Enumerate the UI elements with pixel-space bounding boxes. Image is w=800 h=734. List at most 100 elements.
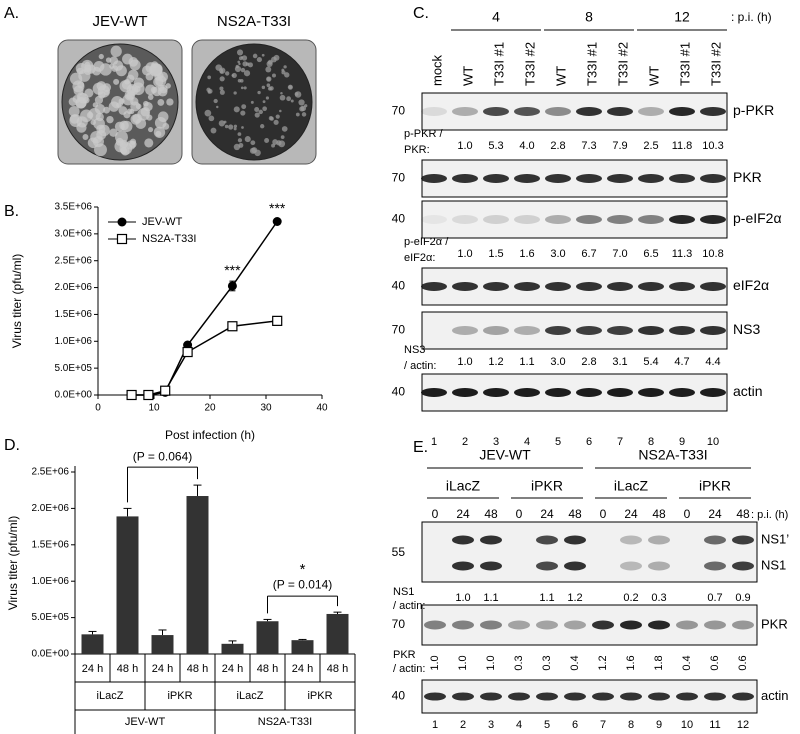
x-tick-label: 10	[148, 403, 160, 414]
band	[669, 326, 695, 335]
ratio-value: 7.9	[612, 140, 627, 152]
plaque	[166, 98, 174, 106]
x-tick-label: 24 h	[292, 663, 313, 675]
ratio-value: 1.1	[539, 592, 554, 604]
plaque	[266, 83, 271, 88]
y-tick-label: 0.0E+00	[31, 649, 69, 660]
plaque	[256, 57, 262, 63]
time-label: 24	[624, 507, 638, 521]
band	[480, 620, 502, 630]
band	[576, 107, 602, 116]
y-tick-label: 3.0E+06	[54, 228, 92, 239]
lane-number: 11	[709, 719, 720, 731]
ratio-value: 4.4	[705, 356, 720, 368]
plaque	[298, 99, 305, 106]
plaque	[103, 106, 110, 114]
band	[545, 282, 571, 291]
plaque	[207, 75, 212, 80]
group-label: NS2A-T33I	[638, 447, 707, 463]
band	[669, 215, 695, 224]
plaque	[68, 105, 80, 117]
x-tick-label: 30	[260, 403, 272, 414]
plaque	[236, 49, 244, 56]
ratio-label: p-eIF2α /	[404, 236, 449, 248]
ratio-value: 6.5	[643, 248, 658, 260]
ratio-value: 1.0	[457, 356, 472, 368]
band	[452, 215, 478, 224]
blot	[421, 604, 758, 646]
plaque	[279, 94, 286, 101]
plaque	[279, 109, 282, 113]
band	[576, 326, 602, 335]
x-tick-label: 48 h	[257, 663, 278, 675]
plaque	[269, 116, 274, 121]
x-tick-label: 48 h	[117, 663, 138, 675]
lane-number: 8	[628, 719, 634, 731]
subgroup-label: iPKR	[167, 690, 192, 702]
band	[483, 215, 509, 224]
plaque	[233, 124, 238, 128]
band	[545, 388, 571, 397]
panel-label: A.	[4, 5, 19, 22]
band	[676, 692, 698, 701]
band	[564, 561, 586, 571]
blot	[421, 679, 758, 714]
band	[452, 692, 474, 701]
band	[669, 388, 695, 397]
ratio-value: 0.7	[707, 592, 722, 604]
band	[452, 388, 478, 397]
ratio-value: 0.9	[735, 592, 750, 604]
plaque	[224, 124, 229, 129]
mw-marker: 55	[392, 545, 406, 559]
marker	[160, 385, 171, 396]
ratio-label: NS3	[404, 344, 425, 356]
plaque	[118, 98, 125, 105]
plaque	[147, 127, 154, 133]
y-tick-label: 0.0E+00	[54, 390, 92, 401]
band	[607, 388, 633, 397]
band	[704, 535, 726, 545]
band	[452, 107, 478, 116]
plaque	[219, 86, 224, 91]
blot-label: PKR	[761, 616, 788, 631]
lane-number: 8	[648, 436, 654, 448]
mw-marker: 40	[392, 279, 406, 293]
plaque	[261, 85, 266, 90]
ratio-value: 0.4	[681, 655, 693, 670]
plaque	[87, 137, 99, 149]
mw-marker: 40	[392, 689, 406, 703]
lane-number: 10	[707, 436, 719, 448]
lane-label: WT	[460, 66, 475, 86]
plaque	[127, 69, 139, 81]
band	[576, 282, 602, 291]
ratio-value: 0.6	[737, 655, 749, 670]
band	[536, 692, 558, 701]
ratio-value: 5.4	[643, 356, 658, 368]
band	[483, 282, 509, 291]
band	[700, 388, 726, 397]
plaque	[151, 61, 159, 69]
time-unit: : p.i. (h)	[731, 10, 772, 24]
ratio-value: 1.0	[455, 592, 470, 604]
plaque	[153, 126, 166, 138]
plaque	[278, 140, 286, 148]
lane-number: 2	[462, 436, 468, 448]
ratio-value: 0.4	[569, 655, 581, 670]
plaque	[280, 135, 285, 140]
band	[536, 535, 558, 545]
band	[421, 282, 447, 291]
plaque	[264, 138, 270, 143]
marker	[182, 346, 193, 358]
plaque	[76, 122, 87, 133]
ratio-value: 10.3	[702, 140, 723, 152]
plaque	[86, 111, 94, 119]
plaque	[284, 72, 290, 78]
panel-label: B.	[4, 203, 19, 220]
series-line	[131, 320, 278, 396]
x-axis-label: Post infection (h)	[165, 428, 255, 442]
image-label: JEV-WT	[93, 13, 148, 30]
ratio-label: NS1	[393, 586, 414, 598]
plaque	[233, 91, 237, 95]
band	[669, 174, 695, 183]
plaque	[254, 107, 260, 112]
